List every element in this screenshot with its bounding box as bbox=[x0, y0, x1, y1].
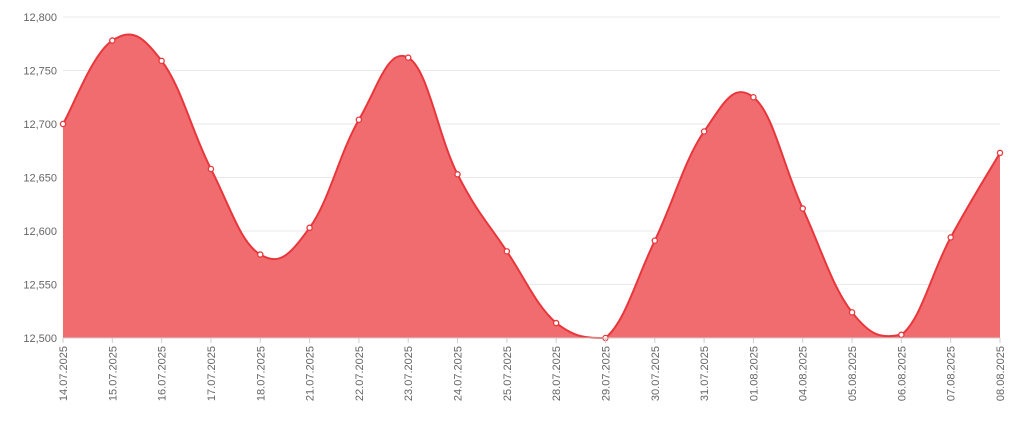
y-tick-label: 12,500 bbox=[23, 333, 57, 345]
x-tick-label: 16.07.2025 bbox=[157, 346, 169, 401]
x-tick-label: 30.07.2025 bbox=[650, 346, 662, 401]
x-tick-label: 06.08.2025 bbox=[896, 346, 908, 401]
data-point[interactable] bbox=[207, 165, 215, 173]
data-point[interactable] bbox=[947, 234, 954, 241]
x-axis: 14.07.2025 15.07.2025 16.07.2025 17.07.2025… bbox=[58, 337, 1007, 401]
x-tick-label: 29.07.2025 bbox=[600, 346, 612, 401]
data-point[interactable] bbox=[109, 37, 116, 44]
area-fill bbox=[63, 34, 1000, 339]
data-point[interactable] bbox=[257, 251, 264, 258]
x-tick-label: 17.07.2025 bbox=[206, 346, 218, 401]
y-axis: 12,500 12,550 12,600 12,650 12,700 12,750 12,8… bbox=[23, 12, 57, 345]
data-point[interactable] bbox=[59, 120, 67, 128]
x-tick-label: 01.08.2025 bbox=[748, 346, 760, 401]
x-tick-label: 08.08.2025 bbox=[995, 346, 1007, 401]
y-tick-label: 12,800 bbox=[23, 12, 57, 24]
x-tick-label: 25.07.2025 bbox=[502, 346, 514, 401]
data-point[interactable] bbox=[996, 149, 1004, 157]
y-tick-label: 12,550 bbox=[23, 280, 57, 292]
data-point[interactable] bbox=[552, 319, 560, 327]
x-tick-label: 21.07.2025 bbox=[305, 346, 317, 401]
data-point[interactable] bbox=[503, 248, 511, 255]
data-point[interactable] bbox=[898, 331, 905, 339]
series-line bbox=[62, 33, 1001, 340]
series-line-path bbox=[62, 33, 1001, 340]
data-point[interactable] bbox=[454, 171, 461, 178]
y-tick-label: 12,750 bbox=[23, 66, 57, 78]
data-point[interactable] bbox=[799, 205, 806, 212]
data-point[interactable] bbox=[651, 237, 659, 244]
x-tick-label: 18.07.2025 bbox=[255, 346, 267, 401]
y-tick-label: 12,600 bbox=[23, 226, 57, 238]
x-tick-label: 22.07.2025 bbox=[354, 346, 366, 401]
x-tick-label: 28.07.2025 bbox=[551, 346, 563, 401]
x-tick-label: 24.07.2025 bbox=[453, 346, 465, 401]
data-point[interactable] bbox=[700, 128, 708, 135]
x-tick-label: 07.08.2025 bbox=[946, 346, 958, 401]
y-tick-label: 12,700 bbox=[23, 119, 57, 131]
data-point[interactable] bbox=[750, 94, 757, 101]
data-markers bbox=[59, 37, 1004, 342]
x-tick-label: 04.08.2025 bbox=[798, 346, 810, 401]
data-point[interactable] bbox=[404, 54, 412, 61]
series-area bbox=[63, 34, 1000, 339]
data-point[interactable] bbox=[848, 309, 856, 316]
data-point[interactable] bbox=[158, 57, 165, 65]
x-tick-label: 23.07.2025 bbox=[403, 346, 415, 401]
x-tick-label: 05.08.2025 bbox=[847, 346, 859, 401]
data-point[interactable] bbox=[306, 224, 313, 232]
data-point[interactable] bbox=[355, 116, 363, 123]
y-tick-label: 12,650 bbox=[23, 173, 57, 185]
x-tick-label: 31.07.2025 bbox=[699, 346, 711, 401]
x-tick-label: 14.07.2025 bbox=[58, 346, 70, 401]
x-tick-label: 15.07.2025 bbox=[107, 346, 119, 401]
